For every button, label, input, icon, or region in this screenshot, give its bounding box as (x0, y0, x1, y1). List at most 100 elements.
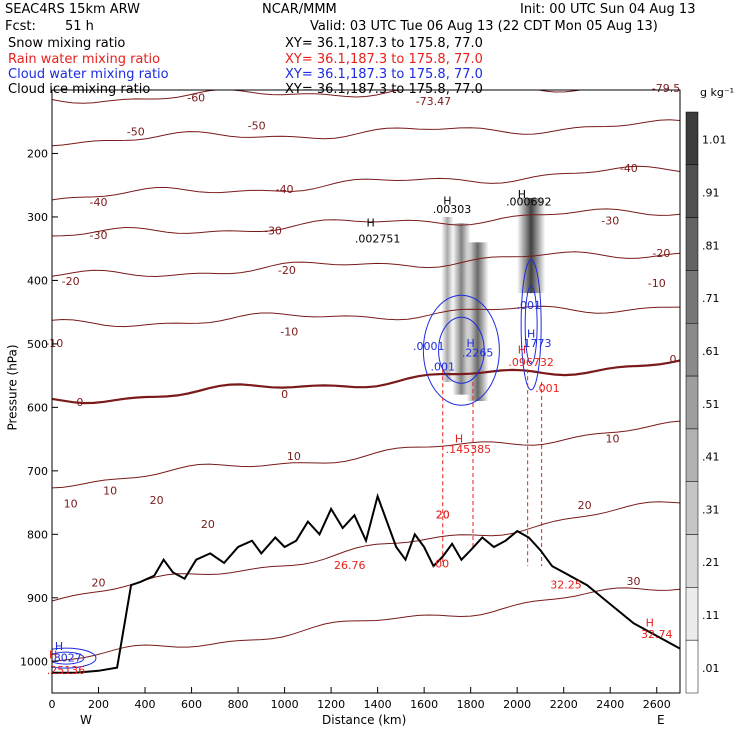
temperature-contour-30 (52, 587, 680, 662)
valid-time: Valid: 03 UTC Tue 06 Aug 13 (22 CDT Mon … (310, 19, 658, 34)
annotation-label: .00 (432, 557, 450, 570)
x-tick-label: 400 (135, 698, 156, 711)
cloud-water-contour-inner-2 (52, 651, 85, 665)
colorbar-label: .51 (702, 398, 720, 411)
contour-label: -30 (90, 229, 108, 242)
contour-label: -73.47 (416, 95, 451, 108)
y-axis-label: Pressure (hPa) (5, 344, 20, 431)
colorbar-swatch (685, 428, 699, 482)
annotation-label: .25136 (47, 664, 86, 677)
y-tick-label: 500 (27, 338, 48, 351)
y-tick-label: 900 (27, 592, 48, 605)
colorbar-swatch (685, 111, 699, 166)
temperature-contour--20 (52, 251, 680, 278)
terrain-surface-line (52, 492, 680, 674)
contour-label: -20 (62, 275, 80, 288)
annotation-label: .000692 (506, 196, 552, 209)
colorbar-swatch (685, 323, 699, 377)
field-cloud-name: Cloud water mixing ratio (8, 67, 169, 82)
y-tick-label: 700 (27, 465, 48, 478)
contour-label: -60 (187, 91, 205, 104)
annotation-label: H (467, 337, 475, 350)
annotation-label: .145385 (446, 443, 492, 456)
colorbar-label: .71 (702, 292, 720, 305)
y-tick-label: 200 (27, 147, 48, 160)
fcst-value: 51 h (65, 19, 94, 34)
contour-label: 20 (150, 494, 164, 507)
annotation-label: .001 (431, 361, 456, 374)
x-tick-label: 2000 (503, 698, 531, 711)
temperature-contour--30 (52, 208, 680, 237)
x-tick-label: 2400 (596, 698, 624, 711)
colorbar-swatch (685, 481, 699, 535)
cloud-water-contour-inner-1 (524, 285, 538, 365)
x-tick-label: 1200 (317, 698, 345, 711)
snow-column-3 (517, 197, 546, 294)
annotation-label: .001 (535, 382, 560, 395)
x-tick-label: 600 (181, 698, 202, 711)
colorbar-swatch (685, 217, 699, 271)
x-axis-label: Distance (km) (322, 713, 407, 727)
contour-label: 10 (64, 498, 78, 511)
annotation-label: .002751 (355, 232, 401, 245)
field-snow-xy: XY= 36.1,187.3 to 175.8, 77.0 (285, 36, 483, 51)
center-title: NCAR/MMM (262, 2, 337, 17)
annotation-label: 32.74 (641, 628, 673, 641)
annotation-label: .1773 (520, 337, 552, 350)
y-tick-label: 1000 (20, 655, 48, 668)
field-cloud-xy: XY= 36.1,187.3 to 175.8, 77.0 (285, 67, 483, 82)
contour-label: -50 (127, 126, 145, 139)
contour-label: -79.5 (652, 82, 680, 95)
x-tick-label: 1000 (271, 698, 299, 711)
temperature-contour--50 (52, 119, 680, 147)
x-tick-label: 0 (49, 698, 56, 711)
annotation-label: H (367, 216, 375, 229)
annotation-label: .0001 (413, 340, 445, 353)
contour-label: -40 (90, 196, 108, 209)
annotation-label: .2265 (462, 347, 494, 360)
contour-label: 0 (670, 353, 677, 366)
annotation-label: H (49, 649, 57, 662)
init-time: Init: 00 UTC Sun 04 Aug 13 (520, 2, 696, 17)
y-tick-label: 400 (27, 274, 48, 287)
annotation-label: 32.25 (550, 578, 582, 591)
contour-label: -20 (652, 247, 670, 260)
colorbar-swatch (685, 270, 699, 324)
fcst-label: Fcst: (5, 19, 36, 34)
annotation-label: .00303 (433, 203, 472, 216)
annotation-label: H (518, 188, 526, 201)
colorbar-label: .81 (702, 239, 720, 252)
annotation-label: H (443, 194, 451, 207)
field-snow-name: Snow mixing ratio (8, 36, 126, 51)
temperature-contour--60 (52, 90, 584, 104)
colorbar-swatch (685, 164, 699, 218)
colorbar-swatch (685, 587, 699, 641)
contour-label: 20 (92, 576, 106, 589)
contour-label: -20 (278, 264, 296, 277)
contour-label: 0 (76, 396, 83, 409)
colorbar-swatch (685, 639, 699, 694)
temperature-contour-0 (52, 359, 680, 405)
x-tick-label: 1600 (410, 698, 438, 711)
cloud-water-contour-2 (52, 647, 97, 669)
x-tick-label: 1400 (364, 698, 392, 711)
contour-label: -40 (276, 183, 294, 196)
y-tick-label: 300 (27, 211, 48, 224)
x-tick-label: 1800 (457, 698, 485, 711)
contour-label: -30 (264, 225, 282, 238)
annotation-label: 26.76 (334, 559, 366, 572)
annotation-label: H (518, 343, 526, 356)
x-tick-label: 2200 (550, 698, 578, 711)
x-tick-label: 2600 (643, 698, 671, 711)
contour-label: -40 (620, 162, 638, 175)
annotation-label: 20 (436, 508, 450, 521)
annotation-label: .8027 (50, 651, 82, 664)
temperature-contour-10 (52, 420, 680, 489)
left-end-label: W (80, 713, 92, 727)
annotation-label: .001 (517, 299, 542, 312)
right-end-label: E (657, 713, 665, 727)
contour-label: 20 (201, 518, 215, 531)
annotation-label: H (55, 640, 63, 653)
annotation-label: H (646, 616, 654, 629)
